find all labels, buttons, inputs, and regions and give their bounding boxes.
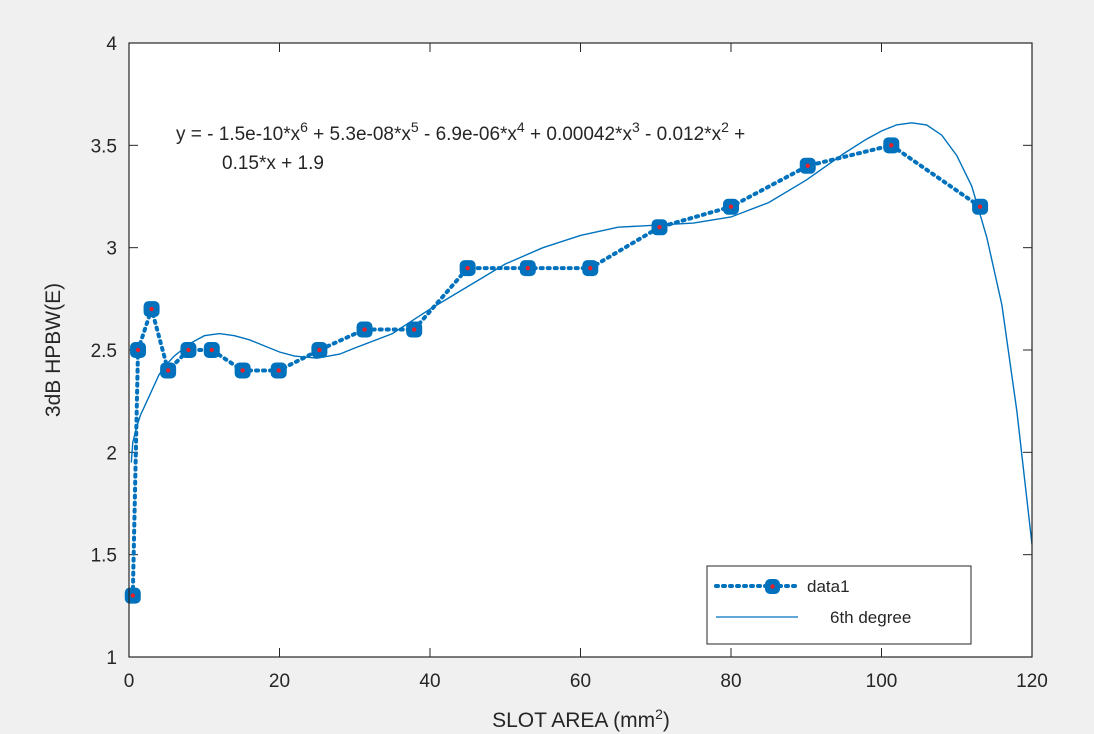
equation-line-2: 0.15*x + 1.9 xyxy=(222,153,324,174)
x-tick-label: 100 xyxy=(866,671,898,692)
equation-exponent: 4 xyxy=(517,119,525,135)
data1-point-center xyxy=(186,347,191,353)
legend-box xyxy=(706,565,972,645)
legend: data1 6th degree xyxy=(706,565,972,645)
x-axis-label: SLOT AREA (mm2) xyxy=(492,706,670,732)
x-axis-label-sup: 2 xyxy=(655,706,663,722)
data1-point-center xyxy=(209,347,214,353)
fit-curve-6th-degree xyxy=(130,122,1033,545)
plot-area xyxy=(129,43,1032,657)
y-tick-label: 2 xyxy=(106,443,117,464)
data1-point-center xyxy=(465,265,470,271)
data1-point-center xyxy=(657,225,662,230)
equation-segment: + 5.3e-08*x xyxy=(308,124,411,145)
x-axis-label-tail: ) xyxy=(663,709,670,732)
data1-point-center xyxy=(276,368,281,373)
data1-point-center xyxy=(149,306,154,312)
equation-exponent: 6 xyxy=(300,119,308,135)
data1-point-center xyxy=(130,593,135,598)
x-tick-label: 60 xyxy=(570,671,591,692)
x-axis-label-main: SLOT AREA (mm xyxy=(492,709,655,732)
axes-box xyxy=(128,42,1033,658)
fit-layer xyxy=(130,122,1033,545)
legend-label-fit: 6th degree xyxy=(830,608,911,627)
data1-point-center xyxy=(588,265,593,271)
data1-point-center xyxy=(525,265,531,271)
data1-point-center xyxy=(889,143,894,148)
data1-point-center xyxy=(728,204,734,209)
x-tick-label: 0 xyxy=(124,671,135,692)
legend-label-data1: data1 xyxy=(807,577,850,596)
equation-segment: + 0.00042*x xyxy=(525,124,633,145)
equation-segment: - 0.012*x xyxy=(640,124,722,145)
x-tick-label: 40 xyxy=(419,671,440,692)
equation-exponent: 3 xyxy=(632,119,640,135)
y-axis-label: 3dB HPBW(E) xyxy=(42,283,65,417)
data1-point-center xyxy=(362,327,367,332)
equation-segment: y = - 1.5e-10*x xyxy=(176,124,301,145)
ticks-layer: 0 20 40 60 80 100 120 1 1.5 2 2.5 3 3.5 4 xyxy=(91,34,1048,692)
x-tick-label: 80 xyxy=(720,671,741,692)
equation-line-1: y = - 1.5e-10*x6 + 5.3e-08*x5 - 6.9e-06*… xyxy=(176,119,745,145)
equation-segment: - 6.9e-06*x xyxy=(419,124,518,145)
data1-point-center xyxy=(411,327,417,332)
y-tick-label: 3 xyxy=(106,239,117,260)
y-tick-label: 4 xyxy=(106,34,117,55)
data1-point-center xyxy=(240,368,245,373)
data1-point-center xyxy=(165,368,171,373)
equation-exponent: 2 xyxy=(721,119,729,135)
y-tick-label: 1.5 xyxy=(91,546,117,567)
data1-point-center xyxy=(317,347,322,353)
data1-point-center xyxy=(135,347,141,353)
equation-segment: + xyxy=(729,124,745,145)
legend-marker-center-data1 xyxy=(770,584,775,589)
data-layer xyxy=(124,137,989,604)
equation-exponent: 5 xyxy=(411,119,419,135)
x-tick-label: 120 xyxy=(1016,671,1048,692)
y-tick-label: 2.5 xyxy=(91,341,117,362)
y-tick-label: 3.5 xyxy=(91,136,117,157)
y-tick-label: 1 xyxy=(106,648,117,669)
x-tick-label: 20 xyxy=(269,671,290,692)
data1-point-center xyxy=(977,204,983,209)
data1-point-center xyxy=(805,163,810,168)
